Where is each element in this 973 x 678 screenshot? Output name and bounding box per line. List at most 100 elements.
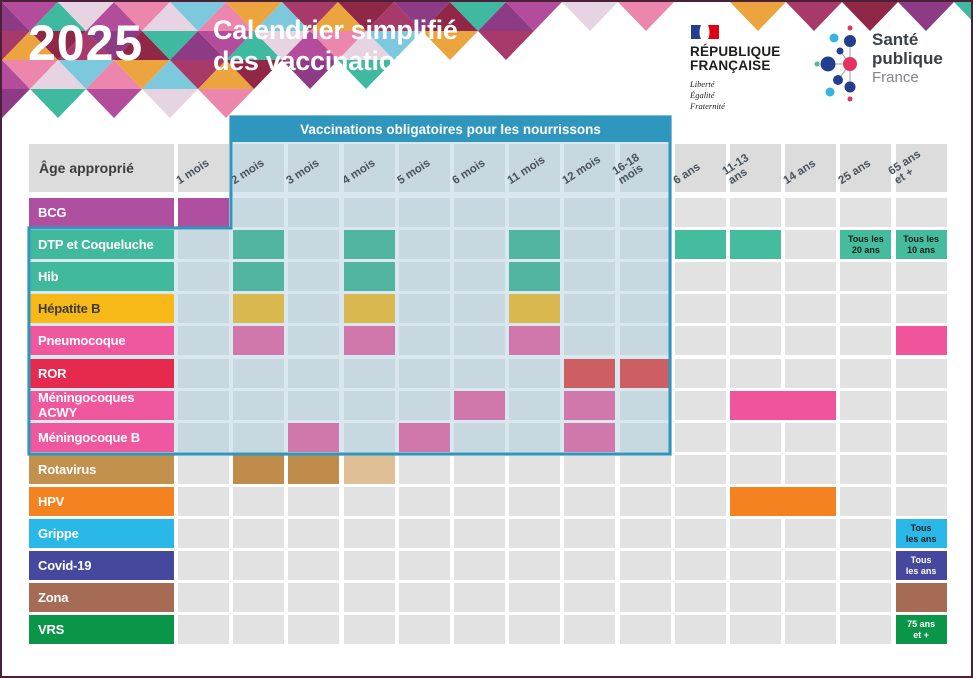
grid-cell xyxy=(674,390,726,420)
page-title-line1: Calendrier simplifié xyxy=(213,15,458,45)
column-header: 25 ans xyxy=(837,144,892,192)
grid-cell xyxy=(785,198,837,227)
grid-cell xyxy=(895,583,947,613)
grid-cell xyxy=(674,358,726,388)
grid-cell xyxy=(288,390,340,420)
grid-cell xyxy=(343,230,395,260)
grid-cell xyxy=(288,198,340,227)
grid-cell xyxy=(619,454,671,484)
grid-cell xyxy=(343,262,395,292)
grid-cell xyxy=(564,358,616,388)
spf-line3: France xyxy=(872,69,919,86)
grid-cell xyxy=(509,422,561,452)
grid-cell: Tous les ans xyxy=(895,551,947,581)
row-label: Hib xyxy=(29,262,174,292)
grid-cell xyxy=(454,230,505,260)
grid-cell xyxy=(509,390,561,420)
grid-cell xyxy=(178,583,229,613)
grid-cell xyxy=(509,519,561,548)
column-header: 1 mois xyxy=(174,144,229,192)
row-label: VRS xyxy=(29,615,174,645)
grid-cell xyxy=(840,454,892,484)
grid-cell xyxy=(895,486,947,516)
grid-cell xyxy=(178,294,229,324)
grid-cell xyxy=(343,519,395,548)
row-label: BCG xyxy=(29,198,174,227)
grid-cell xyxy=(730,294,781,324)
grid-cell xyxy=(398,551,450,581)
grid-cell xyxy=(564,486,616,516)
grid-cell xyxy=(674,262,726,292)
grid-cell xyxy=(454,615,505,645)
grid-cell xyxy=(840,358,892,388)
column-header-label: 2 mois xyxy=(229,157,267,187)
grid-cell xyxy=(564,198,616,227)
grid-cell xyxy=(674,615,726,645)
age-column-header: Âge approprié xyxy=(29,144,174,192)
grid-cell xyxy=(288,326,340,356)
grid-cell xyxy=(619,230,671,260)
mandatory-vaccines-banner: Vaccinations obligatoires pour les nourr… xyxy=(231,117,670,142)
grid-cell xyxy=(178,519,229,548)
grid-cell xyxy=(343,583,395,613)
column-header-label: 6 ans xyxy=(671,160,703,187)
grid-cell xyxy=(233,454,285,484)
column-header: 6 mois xyxy=(450,144,505,192)
grid-cell xyxy=(674,583,726,613)
grid-cell xyxy=(398,294,450,324)
grid-cell xyxy=(619,583,671,613)
grid-cell xyxy=(895,390,947,420)
column-header: 65 ans et + xyxy=(886,144,947,192)
grid-cell xyxy=(398,486,450,516)
grid-cell xyxy=(730,615,781,645)
grid-cell xyxy=(454,422,505,452)
grid-cell xyxy=(288,358,340,388)
column-header-label: 4 mois xyxy=(340,157,378,187)
grid-cell xyxy=(233,422,285,452)
grid-cell xyxy=(895,326,947,356)
grid-cell xyxy=(730,583,781,613)
grid-cell xyxy=(840,422,892,452)
grid-cell xyxy=(233,390,285,420)
grid-cell xyxy=(343,390,395,420)
column-header: 2 mois xyxy=(229,144,285,192)
column-header-label: 6 mois xyxy=(450,157,488,187)
grid-cell xyxy=(454,358,505,388)
grid-cell xyxy=(288,615,340,645)
motto-egalite: Égalité xyxy=(690,90,715,100)
grid-cell xyxy=(454,326,505,356)
grid-cell xyxy=(178,486,229,516)
grid-cell xyxy=(178,615,229,645)
row-label: DTP et Coqueluche xyxy=(29,230,174,260)
grid-cell xyxy=(178,326,229,356)
grid-cell xyxy=(398,198,450,227)
grid-cell xyxy=(785,230,837,260)
grid-cell xyxy=(674,486,726,516)
column-header: 16-18 mois xyxy=(610,144,671,192)
grid-cell xyxy=(619,390,671,420)
grid-cell xyxy=(619,294,671,324)
header-mosaic-pattern xyxy=(2,2,971,118)
row-label: Covid-19 xyxy=(29,551,174,581)
grid-cell xyxy=(454,198,505,227)
grid-cell xyxy=(840,198,892,227)
column-header: 4 mois xyxy=(340,144,395,192)
grid-cell: Tous les 10 ans xyxy=(895,230,947,260)
row-label: Méningocoques ACWY xyxy=(29,390,174,420)
grid-cell xyxy=(454,294,505,324)
grid-cell xyxy=(840,390,892,420)
grid-cell xyxy=(509,294,561,324)
grid-cell xyxy=(785,519,837,548)
page-title-line2: des vaccinations xyxy=(213,46,426,76)
grid-cell xyxy=(730,422,781,452)
column-header: 11-13 ans xyxy=(720,144,781,192)
grid-cell xyxy=(509,551,561,581)
grid-cell xyxy=(454,486,505,516)
grid-cell xyxy=(840,519,892,548)
grid-cell xyxy=(343,615,395,645)
grid-cell xyxy=(674,519,726,548)
grid-cell xyxy=(785,326,837,356)
column-header: 5 mois xyxy=(395,144,450,192)
grid-cell xyxy=(178,230,229,260)
